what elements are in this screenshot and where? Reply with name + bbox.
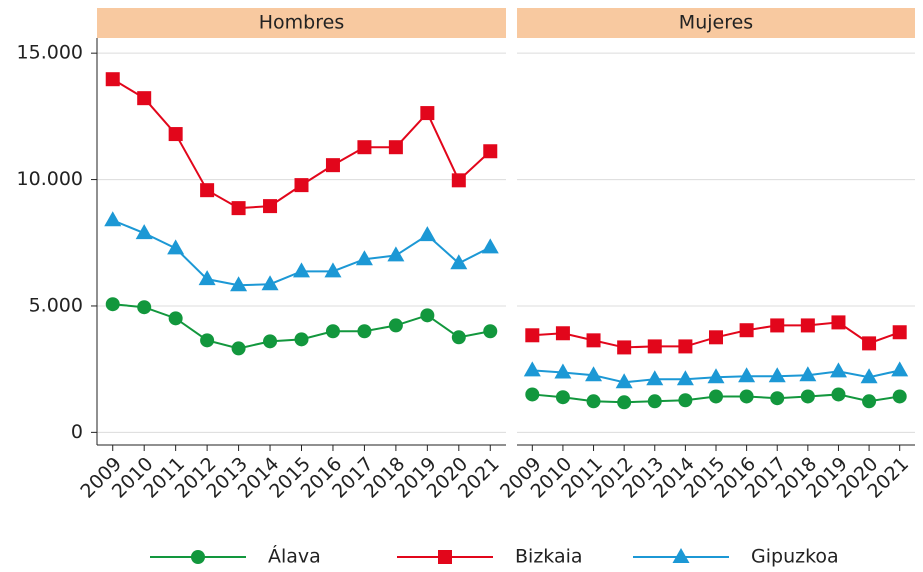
point — [647, 394, 662, 409]
point — [105, 297, 120, 312]
point — [862, 394, 877, 409]
point — [831, 387, 846, 402]
point — [230, 276, 248, 292]
point — [617, 395, 632, 410]
point — [586, 333, 601, 348]
point — [678, 393, 693, 408]
legend-label: Bizkaia — [515, 546, 583, 568]
strip — [517, 8, 915, 38]
point — [387, 246, 405, 262]
point — [676, 370, 694, 386]
point — [483, 324, 498, 339]
point — [799, 366, 817, 382]
point — [388, 318, 403, 333]
point — [739, 323, 754, 338]
point — [451, 330, 466, 345]
point — [325, 324, 340, 339]
point — [104, 211, 122, 227]
point — [892, 325, 907, 340]
point — [739, 389, 754, 404]
point — [770, 391, 785, 406]
point — [738, 367, 756, 383]
point — [261, 275, 279, 291]
y-tick-label: 5.000 — [29, 294, 83, 316]
strip — [97, 8, 506, 38]
point — [198, 270, 216, 286]
point — [709, 389, 723, 404]
point — [891, 361, 909, 377]
point — [678, 339, 693, 354]
point — [483, 144, 498, 159]
point — [768, 367, 786, 383]
point — [357, 324, 372, 339]
point — [555, 390, 570, 405]
legend-label: Álava — [268, 545, 321, 568]
legend-marker — [438, 550, 452, 564]
point — [137, 300, 152, 315]
point — [554, 363, 572, 379]
point — [200, 183, 215, 198]
point — [168, 311, 183, 326]
point — [586, 394, 601, 409]
point — [860, 368, 878, 384]
point — [523, 361, 541, 377]
point — [294, 332, 309, 347]
y-tick-label: 10.000 — [17, 168, 83, 190]
point — [451, 173, 466, 188]
point — [555, 326, 570, 341]
point — [892, 389, 907, 404]
point — [105, 72, 120, 87]
panel-title: Hombres — [259, 12, 344, 34]
point — [615, 373, 633, 389]
legend-label: Gipuzkoa — [751, 546, 839, 568]
point — [231, 201, 246, 216]
point — [388, 140, 403, 155]
point — [263, 199, 278, 214]
point — [450, 254, 468, 270]
y-tick-label: 0 — [71, 421, 83, 443]
point — [231, 341, 246, 356]
point — [357, 140, 372, 155]
point — [355, 250, 373, 266]
point — [420, 106, 435, 121]
point — [646, 370, 664, 386]
point — [293, 262, 310, 278]
point — [137, 91, 152, 106]
point — [200, 333, 215, 348]
point — [418, 226, 436, 242]
point — [325, 158, 340, 173]
point — [800, 318, 815, 333]
point — [647, 339, 662, 354]
point — [525, 328, 540, 343]
panel-title: Mujeres — [679, 12, 753, 34]
point — [831, 315, 846, 330]
point — [294, 178, 309, 193]
point — [800, 389, 815, 404]
y-tick-label: 15.000 — [17, 42, 83, 64]
point — [135, 224, 153, 240]
point — [862, 336, 877, 351]
point — [263, 334, 278, 349]
point — [525, 387, 540, 402]
point — [709, 330, 723, 345]
point — [420, 308, 435, 323]
point — [707, 368, 725, 384]
point — [829, 362, 847, 378]
legend-marker — [191, 550, 205, 564]
legend-marker — [672, 548, 690, 563]
point — [167, 239, 185, 255]
point — [481, 238, 499, 254]
point — [770, 318, 785, 333]
point — [617, 340, 632, 355]
point — [585, 366, 603, 382]
point — [168, 127, 183, 142]
point — [324, 262, 342, 278]
